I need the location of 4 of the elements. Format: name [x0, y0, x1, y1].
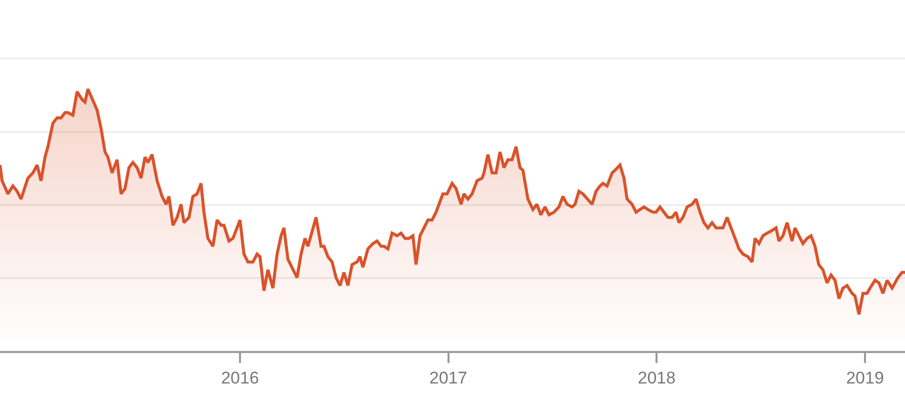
x-tick-label: 2018	[638, 368, 676, 388]
x-tick-label: 2019	[846, 368, 884, 388]
x-tick-label: 2016	[221, 368, 259, 388]
x-tick-label: 2017	[429, 368, 468, 388]
